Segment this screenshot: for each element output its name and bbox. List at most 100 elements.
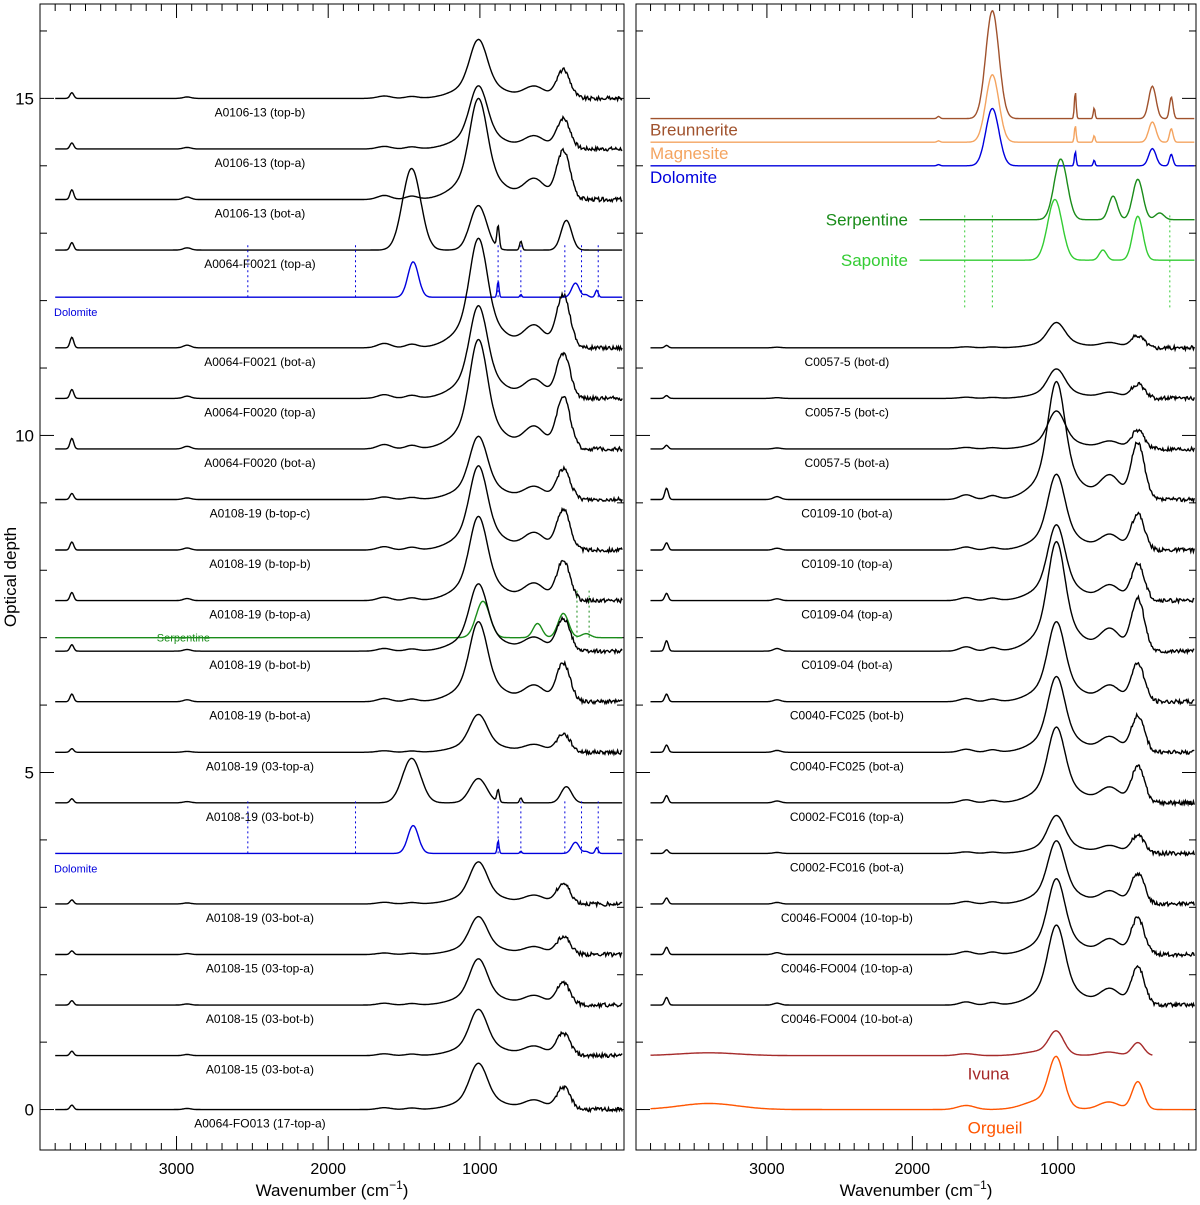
spectrum-line xyxy=(55,1008,623,1060)
series-label: A0108-15 (03-bot-a) xyxy=(206,1063,314,1077)
spectrum-line xyxy=(650,524,1195,605)
series-label: A0108-19 (03-top-a) xyxy=(206,759,314,773)
spectrum-line xyxy=(55,304,623,402)
series-label: A0108-19 (b-top-b) xyxy=(209,557,310,571)
spectrum-line xyxy=(55,38,623,103)
left-panel: 3000 2000 1000 Wavenumber (cm−1) 0 5 10 15 Optic… xyxy=(1,3,625,1200)
series-label: Dolomite xyxy=(54,307,97,319)
spectrum-line xyxy=(55,465,623,555)
series-label: Breunnerite xyxy=(650,121,738,140)
x-tick-label: 1000 xyxy=(462,1161,498,1178)
spectrum-line xyxy=(650,877,1195,959)
series-label: A0108-15 (03-top-a) xyxy=(206,962,314,976)
series-label: A0064-F0021 (bot-a) xyxy=(204,355,315,369)
series-label: C0109-10 (bot-a) xyxy=(801,506,892,520)
series-label: A0106-13 (top-a) xyxy=(215,156,306,170)
spectrum-line xyxy=(650,410,1195,453)
spectrum-line xyxy=(650,675,1195,756)
x-axis-label: Wavenumber (cm−1) xyxy=(840,1178,993,1200)
spectrum-line xyxy=(650,74,1195,143)
spectrum-line xyxy=(650,9,1195,120)
x-tick-label: 2000 xyxy=(895,1161,931,1178)
series-label: A0064-F0021 (top-a) xyxy=(204,257,315,271)
series-label: Saponite xyxy=(841,251,908,270)
spectrum-line xyxy=(55,600,623,639)
spectrum-line xyxy=(650,368,1195,403)
x-tick-label: 3000 xyxy=(749,1161,785,1178)
spectrum-line xyxy=(55,237,623,353)
series-label: A0106-13 (top-b) xyxy=(215,105,306,119)
series-label: Dolomite xyxy=(650,168,717,187)
y-tick-label: 5 xyxy=(25,763,34,782)
x-tick-label: 1000 xyxy=(1040,1161,1076,1178)
spectrum-line xyxy=(919,198,1195,261)
series-label: C0046-FO004 (10-bot-a) xyxy=(781,1012,913,1026)
y-tick-label: 10 xyxy=(15,426,34,445)
series-label: C0046-FO004 (10-top-b) xyxy=(781,911,913,925)
series-label: C0109-04 (top-a) xyxy=(801,608,892,622)
series-label: C0046-FO004 (10-top-a) xyxy=(781,962,913,976)
series-label: A0108-15 (03-bot-b) xyxy=(206,1012,314,1026)
spectrum-line xyxy=(650,107,1195,167)
spectrum-line xyxy=(55,620,623,706)
spectrum-line xyxy=(650,1055,1195,1111)
spectrum-line xyxy=(55,958,623,1010)
series-label: A0064-F0020 (bot-a) xyxy=(204,456,315,470)
spectrum-line xyxy=(55,167,623,251)
spectrum-line xyxy=(650,840,1195,908)
series-label: C0057-5 (bot-c) xyxy=(805,405,889,419)
series-label: A0108-19 (03-bot-a) xyxy=(206,911,314,925)
spectrum-line xyxy=(55,915,623,959)
series-label: Magnesite xyxy=(650,144,728,163)
series-label: C0057-5 (bot-a) xyxy=(805,456,890,470)
spectrum-line xyxy=(55,713,623,757)
spectrum-line xyxy=(650,924,1195,1009)
series-label: C0057-5 (bot-d) xyxy=(805,355,890,369)
spectrum-line xyxy=(650,473,1195,555)
series-label: A0064-F0020 (top-a) xyxy=(204,405,315,419)
series-label: C0040-FC025 (bot-b) xyxy=(790,709,904,723)
spectrum-line xyxy=(650,321,1195,353)
spectrum-line xyxy=(650,814,1195,858)
series-label: A0108-19 (b-top-a) xyxy=(209,608,310,622)
right-panel: 3000 2000 1000 Wavenumber (cm−1) Breunnerite… xyxy=(635,3,1197,1200)
spectrum-line xyxy=(55,261,623,298)
spectrum-line xyxy=(55,338,623,453)
x-tick-label: 3000 xyxy=(159,1161,195,1178)
series-label: Orgueil xyxy=(968,1119,1023,1138)
spectrum-line xyxy=(55,861,623,909)
spectrum-line xyxy=(55,97,623,204)
plot-frame xyxy=(39,3,625,1151)
spectrum-line xyxy=(919,158,1195,221)
series-label: A0108-19 (b-top-c) xyxy=(210,506,311,520)
y-tick-label: 15 xyxy=(15,89,34,108)
series-label: A0108-19 (b-bot-a) xyxy=(209,709,310,723)
x-axis-label: Wavenumber (cm−1) xyxy=(256,1178,409,1200)
y-tick-label: 0 xyxy=(25,1101,34,1120)
series-label: Ivuna xyxy=(968,1065,1010,1084)
spectrum-line xyxy=(650,540,1195,656)
x-tick-label: 2000 xyxy=(310,1161,346,1178)
spectrum-line xyxy=(55,757,623,804)
series-label: A0108-19 (03-bot-b) xyxy=(206,810,314,824)
series-label: Serpentine xyxy=(157,633,210,645)
series-label: C0002-FC016 (top-a) xyxy=(790,810,904,824)
series-label: C0002-FC016 (bot-a) xyxy=(790,860,904,874)
spectrum-line xyxy=(55,435,623,504)
series-label: Serpentine xyxy=(826,211,908,230)
plot-frame xyxy=(635,3,1197,1151)
series-label: C0040-FC025 (bot-a) xyxy=(790,759,904,773)
spectrum-line xyxy=(55,824,623,855)
series-label: Dolomite xyxy=(54,863,97,875)
spectrum-line xyxy=(55,85,623,153)
spectrum-line xyxy=(55,515,623,605)
spectrum-line xyxy=(55,583,623,656)
spectrum-line xyxy=(55,1062,623,1114)
series-label: A0064-FO013 (17-top-a) xyxy=(194,1117,325,1131)
series-label: C0109-10 (top-a) xyxy=(801,557,892,571)
spectrum-line xyxy=(650,380,1195,504)
series-label: A0106-13 (bot-a) xyxy=(215,206,306,220)
series-label: A0108-19 (b-bot-b) xyxy=(209,658,310,672)
spectrum-line xyxy=(650,620,1195,706)
